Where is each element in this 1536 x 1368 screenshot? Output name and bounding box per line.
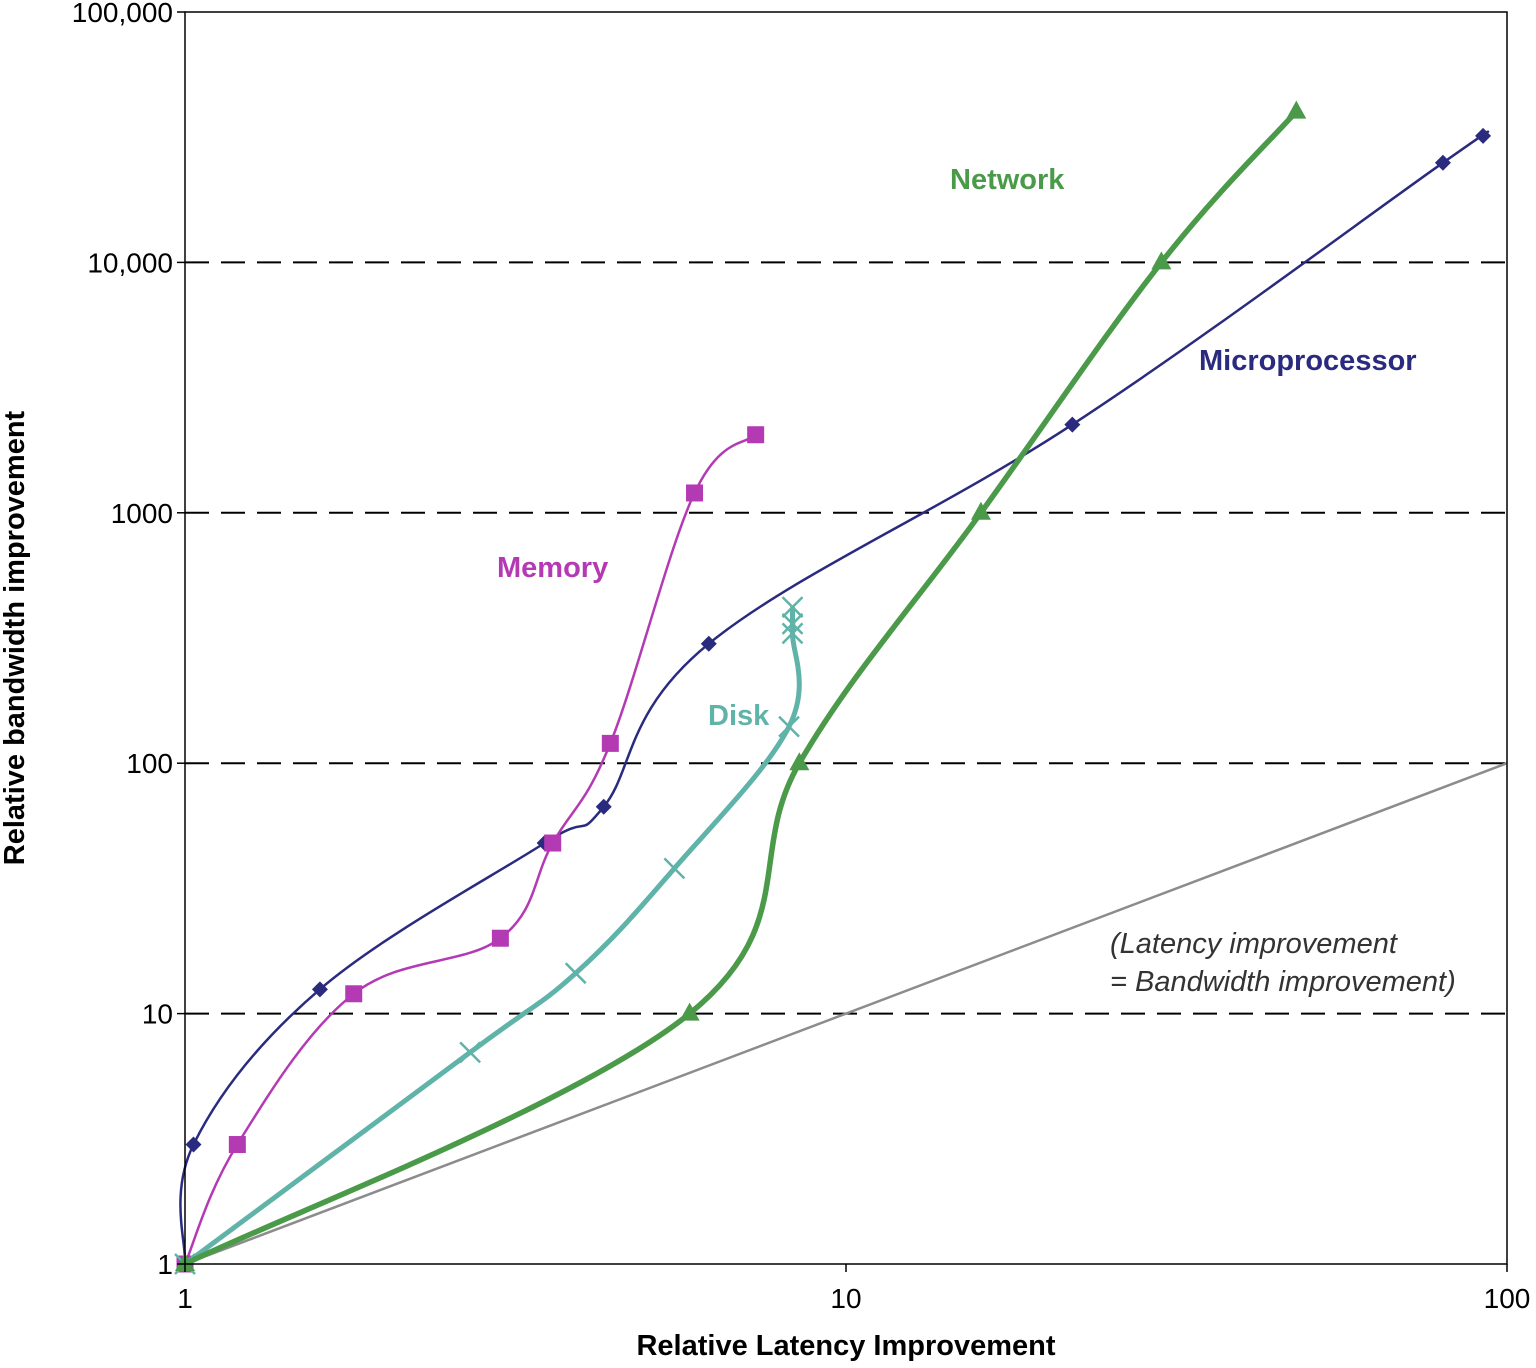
network-point-1 <box>679 1002 700 1021</box>
series-line-network <box>183 109 1299 1267</box>
memory-point-3 <box>491 929 509 947</box>
disk-point-3 <box>663 857 686 880</box>
microprocessor-point-5 <box>700 635 717 652</box>
y-tick-label-5: 100,000 <box>72 0 173 28</box>
ticks-layer: 1 10 100 1000 10,000 100,000 1 10 100 <box>72 0 1531 1314</box>
plot-frame <box>184 11 1508 1265</box>
microprocessor-point-7 <box>1434 154 1451 171</box>
series-label-network: Network <box>950 164 1065 196</box>
disk-point-1 <box>459 1041 482 1064</box>
y-tick-label-2: 100 <box>126 748 173 779</box>
reference-line <box>184 762 1508 1266</box>
memory-point-1 <box>228 1136 246 1154</box>
disk-point-6 <box>781 613 804 635</box>
memory-point-6 <box>686 484 704 502</box>
y-tick-label-4: 10,000 <box>87 247 173 278</box>
series-line-microprocessor <box>179 130 1490 1265</box>
annotation-line-2: = Bandwidth improvement) <box>1110 966 1456 998</box>
disk-point-5 <box>781 622 804 645</box>
memory-point-4 <box>544 834 562 852</box>
y-tick-label-3: 1000 <box>111 498 173 529</box>
microprocessor-point-1 <box>185 1136 202 1153</box>
memory-point-7 <box>747 426 765 444</box>
series-label-microprocessor: Microprocessor <box>1199 345 1417 377</box>
series-label-memory: Memory <box>497 552 608 584</box>
microprocessor-point-6 <box>1064 416 1081 433</box>
network-point-4 <box>1151 251 1172 270</box>
y-tick-label-1: 10 <box>142 999 173 1030</box>
microprocessor-point-2 <box>311 981 328 998</box>
series-layer <box>174 100 1492 1275</box>
series-line-memory <box>183 433 757 1265</box>
disk-point-2 <box>564 962 587 985</box>
memory-point-5 <box>601 734 619 752</box>
microprocessor-point-8 <box>1475 127 1492 144</box>
microprocessor-point-4 <box>595 798 612 815</box>
network-point-2 <box>789 752 810 771</box>
x-axis-title: Relative Latency Improvement <box>636 1330 1055 1362</box>
annotation-line-1: (Latency improvement <box>1110 928 1399 960</box>
disk-point-4 <box>778 715 800 738</box>
y-axis-title: Relative bandwidth improvement <box>0 410 31 865</box>
x-tick-label-1: 10 <box>830 1283 861 1314</box>
series-label-disk: Disk <box>708 700 770 732</box>
y-tick-label-0: 1 <box>157 1249 173 1280</box>
disk-point-7 <box>781 596 804 619</box>
memory-point-2 <box>345 985 363 1003</box>
x-tick-label-0: 1 <box>177 1283 193 1314</box>
x-tick-label-2: 100 <box>1484 1283 1531 1314</box>
network-point-3 <box>970 501 991 520</box>
network-point-5 <box>1286 100 1307 119</box>
